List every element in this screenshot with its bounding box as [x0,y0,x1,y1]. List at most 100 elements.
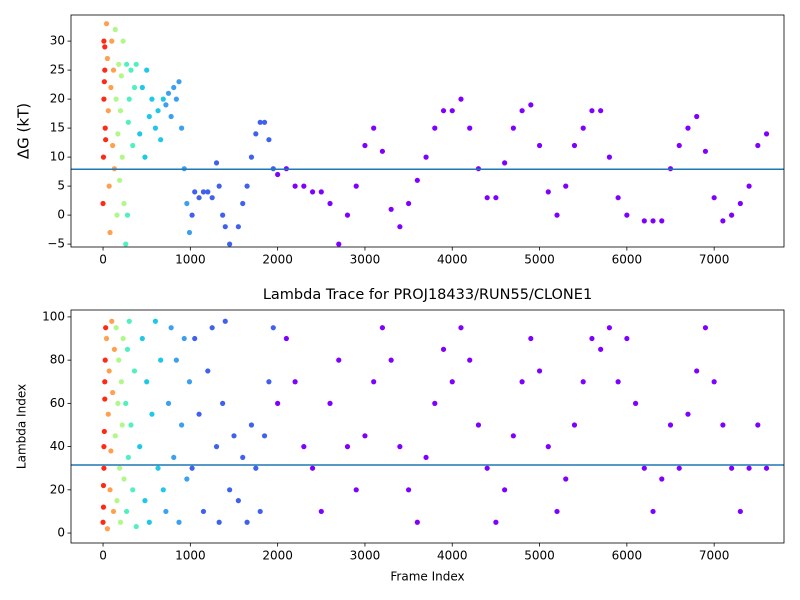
point [405,200,412,207]
point [301,183,307,189]
point [171,84,177,91]
axes-frame [70,14,785,248]
point [502,160,508,166]
point [163,102,169,108]
point [266,137,272,143]
point [510,125,516,131]
point [257,508,263,515]
x-tick-label: 1000 [175,549,206,563]
point [519,108,525,114]
point [257,119,263,125]
point [248,154,255,160]
point [125,454,131,461]
point [114,498,120,504]
point [659,218,665,224]
point [146,113,152,120]
x-tick-label: 1000 [175,253,206,267]
point [189,465,195,471]
point [104,55,111,62]
point [181,335,187,342]
point [379,325,386,331]
point [702,148,709,154]
point [128,67,134,73]
point [266,379,272,385]
point [711,195,717,201]
point [142,154,148,160]
point [737,200,743,207]
point [283,335,289,342]
point [163,508,169,515]
point [545,189,551,195]
point [563,183,569,189]
point [720,218,726,224]
x-axis-label: Frame Index [390,570,464,584]
point [216,519,222,525]
point [110,67,117,73]
point [200,508,207,515]
x-tick-label: 6000 [612,549,643,563]
point [536,368,543,374]
x-tick-label: 3000 [350,253,381,267]
y-tick-label: 40 [50,439,65,453]
y-tick-label: 20 [50,92,65,106]
point [344,444,351,450]
point [502,487,508,493]
x-tick-label: 6000 [612,253,643,267]
point [112,433,118,439]
point [105,411,111,417]
point [344,212,351,218]
point [545,444,551,450]
point [106,368,112,374]
point [432,125,438,131]
point [493,519,499,525]
point [104,526,111,532]
point [152,318,159,324]
point [117,519,124,525]
point [729,465,735,471]
y-tick-label: 60 [50,396,65,410]
point [119,422,125,428]
point [475,422,482,428]
point [149,96,155,102]
point [117,465,123,471]
point [606,325,612,331]
point [685,411,691,417]
point [142,498,148,504]
point [115,131,121,137]
point [362,142,368,149]
point [100,154,107,160]
point [213,444,220,450]
y-tick-label: 10 [50,150,65,164]
point [107,229,113,236]
point [144,67,150,73]
point [110,389,116,396]
point [755,422,761,428]
point [117,177,123,183]
point [186,229,193,236]
point [248,422,255,428]
point [449,108,455,114]
point [231,253,236,258]
point [362,433,368,439]
plot-area [71,318,784,532]
point [484,195,490,201]
point [261,119,268,125]
point [165,400,172,406]
point [423,154,429,160]
point [155,108,161,114]
x-tick-label: 7000 [699,253,730,267]
point [179,125,185,131]
point [336,241,342,247]
point [137,444,143,450]
point [405,487,412,493]
point [318,189,324,195]
point [168,325,174,331]
point [102,44,108,50]
x-tick-label: 5000 [524,549,555,563]
point [493,195,499,201]
point [196,411,202,417]
point [196,195,202,201]
point [397,444,403,450]
y-axis-label: Lambda Index [15,384,29,469]
point [112,26,118,33]
